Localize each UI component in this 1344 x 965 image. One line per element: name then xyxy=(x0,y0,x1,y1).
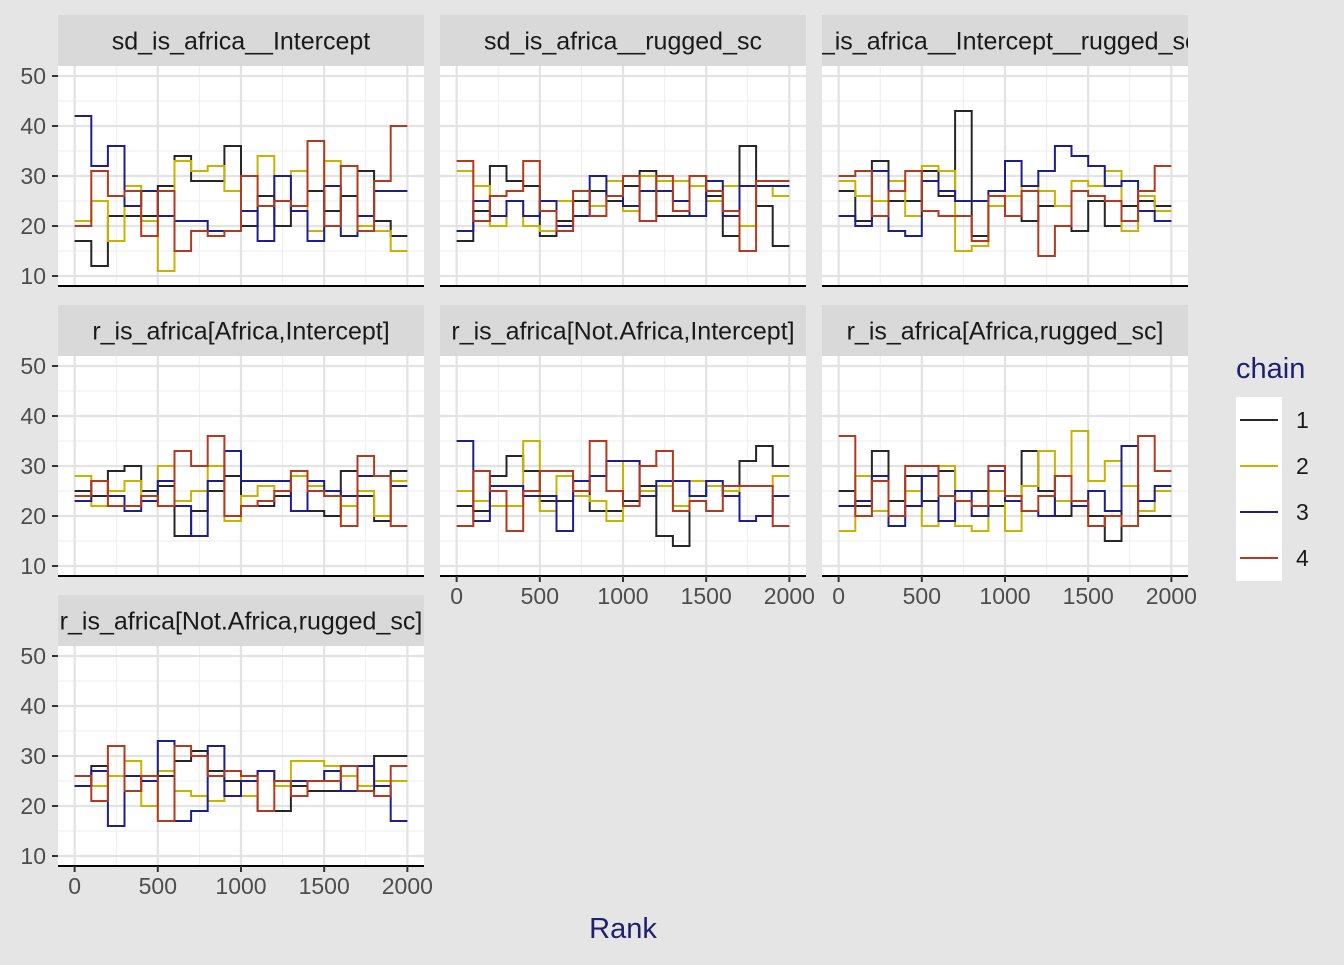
y-tick-label: 20 xyxy=(20,793,46,819)
y-tick-label: 50 xyxy=(20,643,46,669)
x-tick-label: 1000 xyxy=(597,583,648,609)
facet-strip-title: r_is_africa[Not.Africa,Intercept] xyxy=(451,318,794,346)
y-tick-label: 30 xyxy=(20,743,46,769)
facet-strip-title: r_is_africa__Intercept__rugged_sc xyxy=(813,28,1198,56)
y-tick-label: 40 xyxy=(20,113,46,139)
y-tick-label: 30 xyxy=(20,453,46,479)
x-tick-label: 0 xyxy=(450,583,463,609)
x-tick-label: 2000 xyxy=(382,873,433,899)
x-tick-label: 0 xyxy=(68,873,81,899)
panel-r-is-africa-not-africa-intercept: r_is_africa[Not.Africa,Intercept] 0 500 100… xyxy=(440,305,815,609)
facet-strip-title: r_is_africa[Africa,Intercept] xyxy=(92,318,389,346)
y-tick-label: 30 xyxy=(20,163,46,189)
series-line-chain-3 xyxy=(838,145,1172,237)
y-tick-label: 20 xyxy=(20,503,46,529)
panel-r-is-africa-africa-intercept: r_is_africa[Africa,Intercept] 10 20 30 40 50 xyxy=(20,305,424,579)
panel-sd-is-africa-intercept: sd_is_africa__Intercept 10 20 30 40 50 xyxy=(20,15,424,289)
legend-label-chain-1: 1 xyxy=(1296,407,1309,433)
series-line-chain-4 xyxy=(456,160,790,252)
legend-label-chain-3: 3 xyxy=(1296,499,1309,525)
facet-strip xyxy=(440,305,806,356)
facet-strip xyxy=(58,305,424,356)
legend-label-chain-2: 2 xyxy=(1296,453,1309,479)
panel-sd-is-africa-rugged-sc: sd_is_africa__rugged_sc xyxy=(440,15,806,287)
facet-strip-title: r_is_africa[Africa,rugged_sc] xyxy=(847,318,1164,346)
series-line-chain-4 xyxy=(74,435,408,527)
y-tick-label: 40 xyxy=(20,403,46,429)
series-line-chain-4 xyxy=(838,165,1172,257)
y-tick-label: 50 xyxy=(20,63,46,89)
series-line-chain-3 xyxy=(456,440,790,532)
x-tick-label: 500 xyxy=(521,583,559,609)
facet-strip xyxy=(822,15,1188,66)
x-tick-label: 1000 xyxy=(979,583,1030,609)
x-tick-label: 500 xyxy=(903,583,941,609)
facet-strip-title: sd_is_africa__Intercept xyxy=(112,28,371,56)
facet-strip xyxy=(58,15,424,66)
y-tick-label: 10 xyxy=(20,263,46,289)
y-tick-label: 10 xyxy=(20,843,46,869)
x-tick-label: 2000 xyxy=(764,583,815,609)
series-line-chain-4 xyxy=(74,125,408,252)
series-line-chain-4 xyxy=(838,435,1172,527)
x-axis-title: Rank xyxy=(589,913,657,945)
y-tick-label: 10 xyxy=(20,553,46,579)
facet-strip-title: sd_is_africa__rugged_sc xyxy=(484,28,762,56)
x-tick-label: 1000 xyxy=(215,873,266,899)
x-tick-label: 500 xyxy=(139,873,177,899)
legend-title: chain xyxy=(1236,353,1305,385)
facet-strip-title: r_is_africa[Not.Africa,rugged_sc] xyxy=(60,608,423,636)
legend-label-chain-4: 4 xyxy=(1296,545,1309,571)
x-tick-label: 1500 xyxy=(681,583,732,609)
panel-r-is-africa-not-africa-rugged-sc: r_is_africa[Not.Africa,rugged_sc] 10 20 30 4… xyxy=(20,595,433,899)
x-tick-label: 1500 xyxy=(1063,583,1114,609)
facet-strip xyxy=(822,305,1188,356)
facet-strip xyxy=(440,15,806,66)
y-tick-label: 40 xyxy=(20,693,46,719)
x-tick-label: 0 xyxy=(832,583,845,609)
legend: chain 1 2 3 4 xyxy=(1236,353,1309,581)
x-tick-label: 2000 xyxy=(1146,583,1197,609)
facet-strip xyxy=(58,595,424,646)
panel-r-is-africa-intercept-rugged-sc: r_is_africa__Intercept__rugged_sc xyxy=(813,15,1198,287)
series-line-chain-4 xyxy=(456,440,790,532)
panel-r-is-africa-africa-rugged-sc: r_is_africa[Africa,rugged_sc] 0 500 1000 150… xyxy=(822,305,1197,609)
y-tick-label: 50 xyxy=(20,353,46,379)
series-line-chain-3 xyxy=(74,740,408,827)
x-tick-label: 1500 xyxy=(299,873,350,899)
series-line-chain-4 xyxy=(74,745,408,822)
y-tick-label: 20 xyxy=(20,213,46,239)
